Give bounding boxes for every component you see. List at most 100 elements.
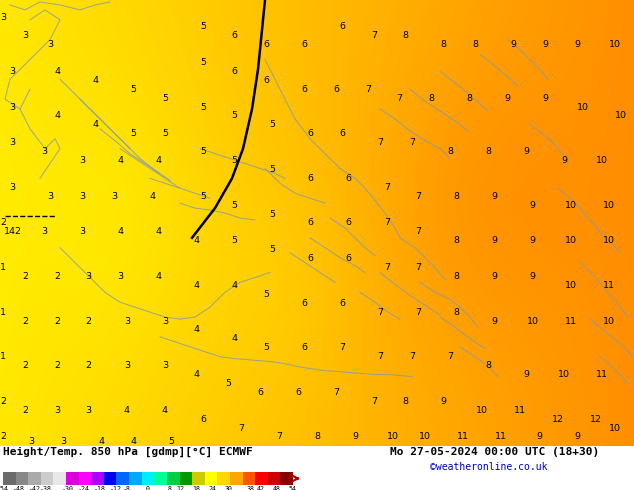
- Text: 3: 3: [162, 317, 168, 325]
- Text: 7: 7: [371, 397, 377, 406]
- Bar: [243, 472, 255, 485]
- Text: 11: 11: [457, 433, 469, 441]
- Text: 7: 7: [409, 352, 415, 361]
- Bar: [192, 472, 205, 485]
- Text: 6: 6: [200, 415, 206, 424]
- Text: 3: 3: [48, 192, 54, 201]
- Text: -54: -54: [0, 486, 9, 490]
- Text: 4: 4: [92, 121, 98, 129]
- Text: 7: 7: [384, 263, 390, 272]
- Text: 3: 3: [79, 156, 86, 165]
- Text: 10: 10: [565, 281, 576, 290]
- Text: 4: 4: [124, 406, 130, 415]
- Text: 4: 4: [231, 334, 238, 343]
- Text: 6: 6: [307, 174, 314, 183]
- Text: 1: 1: [0, 308, 6, 317]
- Text: 5: 5: [231, 200, 238, 210]
- Text: 12: 12: [590, 415, 602, 424]
- Text: 4: 4: [117, 156, 124, 165]
- Text: 9: 9: [491, 236, 498, 245]
- Text: 8: 8: [472, 40, 479, 49]
- Text: -38: -38: [40, 486, 52, 490]
- Text: 5: 5: [200, 58, 206, 67]
- Text: 2: 2: [0, 433, 6, 441]
- Text: 10: 10: [609, 40, 621, 49]
- Text: 6: 6: [257, 388, 263, 397]
- Text: 9: 9: [441, 397, 447, 406]
- Bar: [16, 472, 29, 485]
- Text: 9: 9: [529, 236, 536, 245]
- Text: 4: 4: [155, 272, 162, 281]
- Text: 0: 0: [146, 486, 150, 490]
- Text: 10: 10: [603, 317, 614, 325]
- Text: 4: 4: [98, 437, 105, 446]
- Text: 30: 30: [224, 486, 233, 490]
- Text: 2: 2: [54, 361, 60, 370]
- Text: 7: 7: [377, 308, 384, 317]
- Text: 12: 12: [176, 486, 184, 490]
- Text: 7: 7: [384, 183, 390, 192]
- Text: 7: 7: [447, 352, 453, 361]
- Text: 6: 6: [263, 76, 269, 85]
- Text: 3: 3: [79, 227, 86, 236]
- Text: 4: 4: [117, 227, 124, 236]
- Text: 11: 11: [603, 281, 614, 290]
- Text: 4: 4: [149, 192, 155, 201]
- Text: 9: 9: [352, 433, 358, 441]
- Text: 10: 10: [419, 433, 430, 441]
- Text: 5: 5: [263, 343, 269, 352]
- Text: 24: 24: [209, 486, 216, 490]
- Text: 6: 6: [346, 254, 352, 263]
- Text: 3: 3: [48, 40, 54, 49]
- Text: 8: 8: [453, 192, 460, 201]
- Text: 8: 8: [403, 397, 409, 406]
- Text: 10: 10: [603, 200, 614, 210]
- Text: 9: 9: [523, 147, 529, 156]
- Text: 6: 6: [231, 31, 238, 40]
- Bar: [179, 472, 192, 485]
- Text: Height/Temp. 850 hPa [gdmp][°C] ECMWF: Height/Temp. 850 hPa [gdmp][°C] ECMWF: [3, 447, 253, 457]
- Text: 9: 9: [574, 433, 580, 441]
- Text: 5: 5: [225, 379, 231, 388]
- Text: 6: 6: [301, 40, 307, 49]
- Text: 3: 3: [10, 138, 16, 147]
- Text: 7: 7: [333, 388, 339, 397]
- Text: 8: 8: [485, 361, 491, 370]
- Text: 11: 11: [597, 370, 608, 379]
- Text: 3: 3: [0, 13, 6, 23]
- Text: 3: 3: [10, 183, 16, 192]
- Text: 6: 6: [346, 219, 352, 227]
- Text: 2: 2: [22, 361, 29, 370]
- Text: -30: -30: [61, 486, 74, 490]
- Text: 7: 7: [415, 227, 422, 236]
- Text: 11: 11: [514, 406, 526, 415]
- Bar: [117, 472, 129, 485]
- Bar: [268, 472, 280, 485]
- Text: 5: 5: [263, 290, 269, 299]
- Text: 10: 10: [616, 111, 627, 121]
- Text: 142: 142: [4, 227, 22, 236]
- Text: 10: 10: [476, 406, 488, 415]
- Bar: [154, 472, 167, 485]
- Text: -48: -48: [13, 486, 25, 490]
- Text: 3: 3: [22, 31, 29, 40]
- Text: 3: 3: [124, 317, 130, 325]
- Text: 2: 2: [86, 361, 92, 370]
- Text: 9: 9: [491, 192, 498, 201]
- Text: 5: 5: [231, 156, 238, 165]
- Bar: [141, 472, 154, 485]
- Text: -42: -42: [29, 486, 41, 490]
- Text: 8: 8: [453, 272, 460, 281]
- Text: 4: 4: [193, 325, 200, 335]
- Text: 9: 9: [504, 94, 510, 102]
- Text: 5: 5: [269, 165, 276, 174]
- Bar: [3, 472, 16, 485]
- Text: 11: 11: [495, 433, 507, 441]
- Text: 9: 9: [529, 200, 536, 210]
- Text: 3: 3: [162, 361, 168, 370]
- Text: 5: 5: [200, 102, 206, 112]
- Text: 2: 2: [22, 406, 29, 415]
- Text: 5: 5: [200, 192, 206, 201]
- Text: 10: 10: [565, 236, 576, 245]
- Text: 11: 11: [565, 317, 576, 325]
